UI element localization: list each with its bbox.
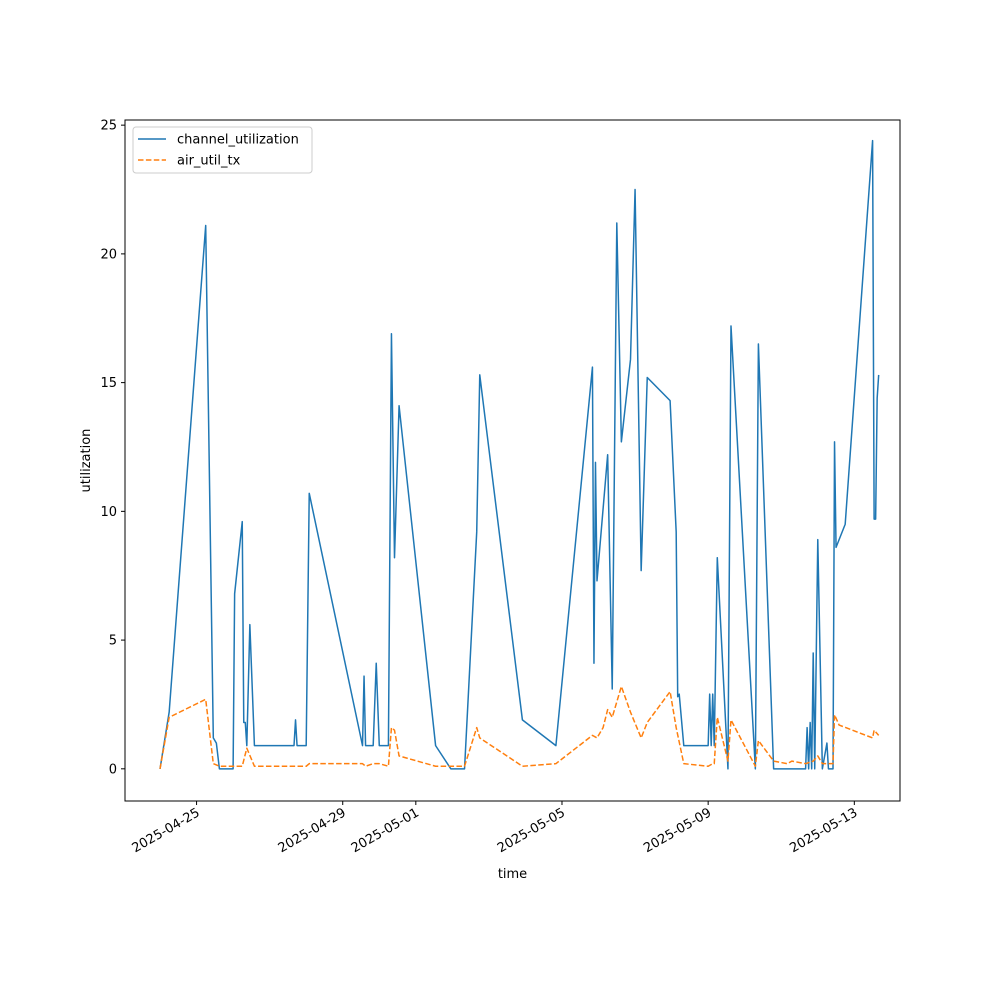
legend-label: channel_utilization <box>177 133 299 148</box>
legend-label: air_util_tx <box>177 154 241 169</box>
y-tick-label: 10 <box>100 505 117 520</box>
y-axis-label: utilization <box>79 429 94 493</box>
x-tick-label: 2025-05-13 <box>787 805 860 856</box>
y-tick-label: 25 <box>100 119 117 134</box>
x-tick-label: 2025-05-09 <box>641 805 714 856</box>
x-tick-label: 2025-05-05 <box>495 805 568 856</box>
y-tick-label: 0 <box>109 762 117 777</box>
x-tick-label: 2025-04-29 <box>276 805 349 856</box>
plot-frame <box>124 119 901 802</box>
x-axis-label: time <box>498 867 527 882</box>
legend: channel_utilization air_util_tx <box>132 126 313 174</box>
axes-layer: 0 5 10 15 20 25 2025-04-25 2025-04-29 2025-05-01… <box>79 119 901 882</box>
y-tick-label: 5 <box>109 634 117 649</box>
series-line-channel-utilization <box>159 139 880 770</box>
x-tick-label: 2025-04-25 <box>130 805 203 856</box>
y-tick-label: 20 <box>100 247 117 262</box>
x-tick-label: 2025-05-01 <box>349 805 422 856</box>
series-layer <box>159 139 880 770</box>
series-line-air-util-tx <box>159 685 880 769</box>
y-tick-label: 15 <box>100 376 117 391</box>
legend-box <box>132 126 313 174</box>
